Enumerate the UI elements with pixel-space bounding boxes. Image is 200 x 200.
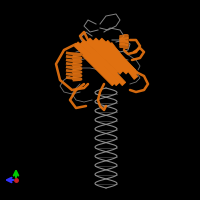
Polygon shape (82, 52, 116, 86)
Polygon shape (98, 38, 136, 74)
Polygon shape (104, 40, 138, 76)
Polygon shape (88, 52, 120, 86)
Polygon shape (94, 52, 126, 86)
Polygon shape (86, 38, 124, 74)
Polygon shape (92, 38, 130, 74)
Polygon shape (74, 42, 112, 78)
Polygon shape (80, 40, 118, 76)
Polygon shape (108, 43, 138, 79)
